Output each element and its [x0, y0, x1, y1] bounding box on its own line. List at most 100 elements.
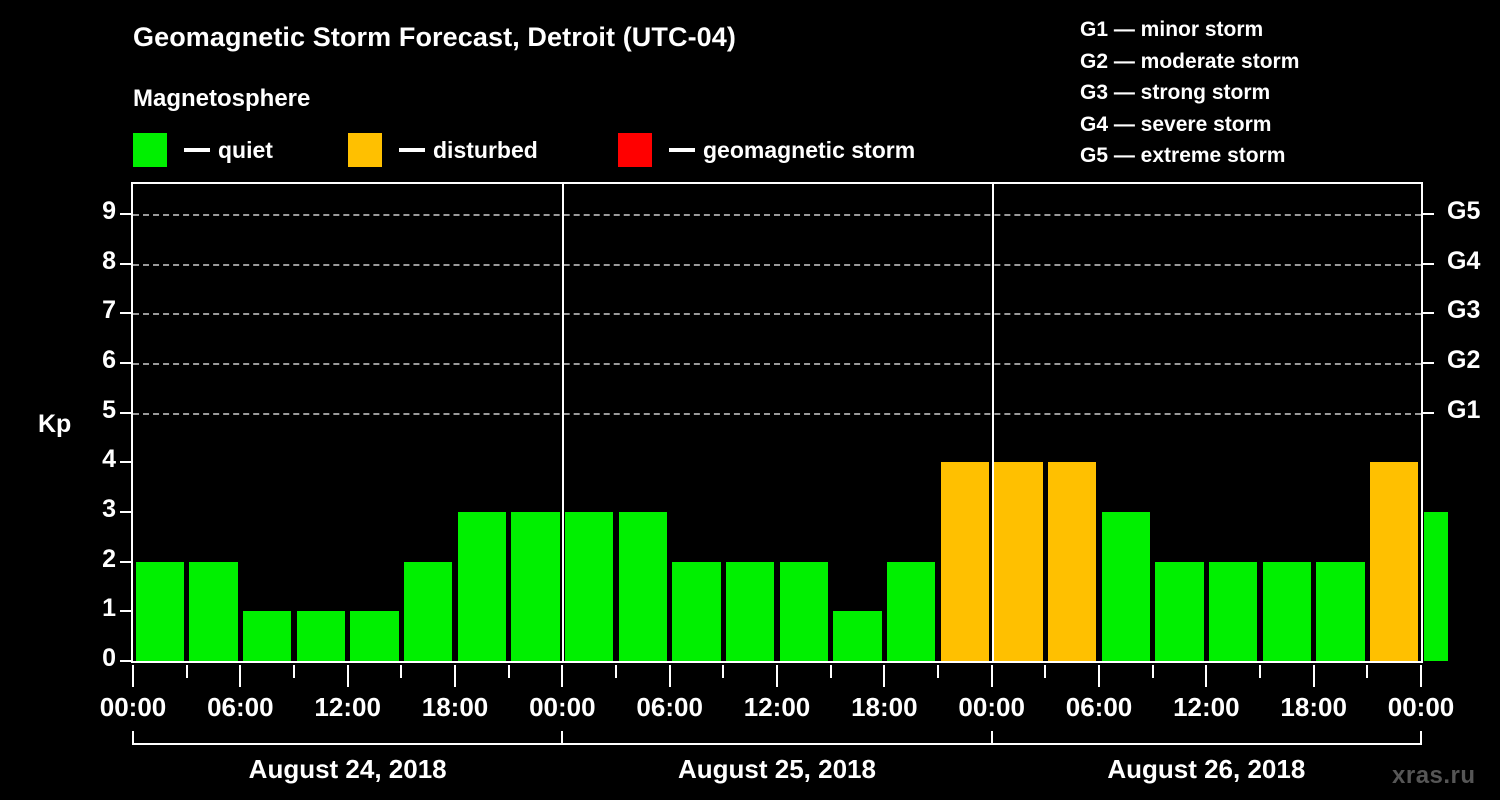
g-tick-g5 [1423, 212, 1434, 215]
bar-quiet[interactable] [1101, 511, 1151, 661]
bar-quiet[interactable] [1262, 561, 1312, 661]
x-tick [668, 665, 671, 687]
day-separator [562, 184, 565, 661]
y-tick-kp-8 [120, 262, 131, 265]
y-tick-kp-9 [120, 212, 131, 215]
x-tick-label: 12:00 [743, 692, 811, 722]
legend-item-quiet: quiet [133, 133, 273, 167]
x-tick [1420, 665, 1422, 687]
bar-quiet[interactable] [1316, 561, 1365, 661]
page-title: Geomagnetic Storm Forecast, Detroit (UTC… [133, 22, 737, 52]
day-bracket [562, 743, 992, 745]
day-label: August 24, 2018 [248, 754, 447, 784]
bar-quiet[interactable] [457, 511, 507, 661]
legend-dash-icon [399, 148, 425, 152]
bar-disturbed[interactable] [1369, 462, 1419, 661]
g-tick-g3 [1423, 312, 1434, 315]
day-bracket-cap [132, 731, 134, 745]
bar-disturbed[interactable] [940, 462, 990, 661]
day-bracket-cap [990, 731, 993, 745]
bar-quiet[interactable] [511, 511, 560, 661]
x-tick-label: 00:00 [99, 692, 167, 722]
gscale-legend: G1 — minor storm G2 — moderate storm G3 — … [1080, 14, 1299, 172]
x-tick-label: 12:00 [314, 692, 381, 722]
x-tick-label: 00:00 [958, 692, 1025, 722]
y-tick-kp-6 [120, 361, 131, 364]
bar-quiet[interactable] [189, 561, 238, 661]
day-label: August 26, 2018 [1107, 754, 1306, 784]
day-separator [991, 184, 994, 661]
legend-swatch-quiet [133, 133, 167, 167]
g-tick-label-g1: G1 [1447, 395, 1481, 424]
y-tick-kp-4 [120, 461, 131, 464]
bar-quiet[interactable] [1423, 511, 1448, 661]
bar-disturbed[interactable] [994, 462, 1043, 661]
bar-quiet[interactable] [564, 511, 614, 661]
x-tick-label: 00:00 [1387, 692, 1455, 722]
gridline-kp-8 [133, 263, 1421, 266]
y-tick-label-kp-4: 4 [102, 445, 116, 474]
day-bracket [133, 743, 563, 745]
bar-quiet[interactable] [779, 561, 829, 661]
x-tick [185, 665, 188, 678]
y-tick-kp-7 [120, 312, 131, 315]
x-tick [990, 665, 993, 687]
y-axis-label: Kp [38, 410, 72, 438]
x-tick [722, 665, 725, 678]
bar-quiet[interactable] [242, 611, 292, 661]
gscale-row-g5: G5 — extreme storm [1080, 144, 1286, 167]
bar-disturbed[interactable] [1047, 462, 1097, 661]
y-tick-label-kp-0: 0 [102, 644, 116, 672]
x-tick [776, 665, 778, 687]
x-tick [937, 665, 939, 678]
bar-quiet[interactable] [296, 611, 346, 661]
x-tick [400, 665, 403, 678]
legend-item-disturbed: disturbed [348, 133, 538, 167]
x-tick [1151, 665, 1154, 678]
x-tick-label: 00:00 [529, 692, 596, 722]
chart-subtitle: Magnetosphere [133, 85, 311, 112]
bar-quiet[interactable] [1155, 561, 1204, 661]
legend-label: disturbed [433, 136, 538, 163]
bar-quiet[interactable] [1208, 561, 1258, 661]
x-tick-label: 18:00 [1280, 692, 1347, 722]
bar-quiet[interactable] [725, 561, 775, 661]
legend-label: geomagnetic storm [703, 136, 916, 163]
x-tick [883, 665, 886, 687]
bar-quiet[interactable] [135, 561, 185, 661]
bar-quiet[interactable] [618, 511, 668, 661]
x-tick [346, 665, 349, 687]
x-tick [293, 665, 295, 678]
watermark: xras.ru [1392, 762, 1476, 789]
gridline-kp-7 [133, 313, 1421, 316]
y-tick-label-kp-3: 3 [102, 494, 116, 523]
gscale-row-g1: G1 — minor storm [1080, 18, 1264, 41]
day-bracket-cap [1420, 731, 1422, 745]
x-tick [1366, 665, 1369, 678]
day-label: August 25, 2018 [678, 754, 876, 784]
g-tick-label-g3: G3 [1447, 296, 1481, 325]
x-tick [561, 665, 564, 687]
bar-quiet[interactable] [672, 561, 721, 661]
y-tick-kp-3 [120, 510, 131, 513]
x-tick-label: 06:00 [1065, 692, 1133, 722]
legend-item-geomagnetic-storm: geomagnetic storm [618, 133, 915, 167]
x-tick-label: 18:00 [421, 692, 489, 722]
bar-quiet[interactable] [350, 611, 399, 661]
y-tick-label-kp-8: 8 [102, 246, 116, 275]
x-tick [1098, 665, 1100, 687]
g-tick-g1 [1423, 411, 1434, 414]
legend-swatch-geomagnetic-storm [618, 133, 652, 167]
g-tick-label-g4: G4 [1447, 246, 1481, 275]
bar-quiet[interactable] [403, 561, 453, 661]
bar-quiet[interactable] [833, 611, 882, 661]
y-tick-kp-2 [120, 560, 131, 563]
x-tick-label: 12:00 [1173, 692, 1240, 722]
bar-quiet[interactable] [886, 561, 936, 661]
x-tick [829, 665, 832, 678]
gridline-kp-9 [133, 213, 1421, 216]
x-tick [454, 665, 456, 687]
bar-series [133, 184, 1448, 661]
x-tick [1044, 665, 1047, 678]
g-tick-label-g2: G2 [1447, 345, 1481, 374]
